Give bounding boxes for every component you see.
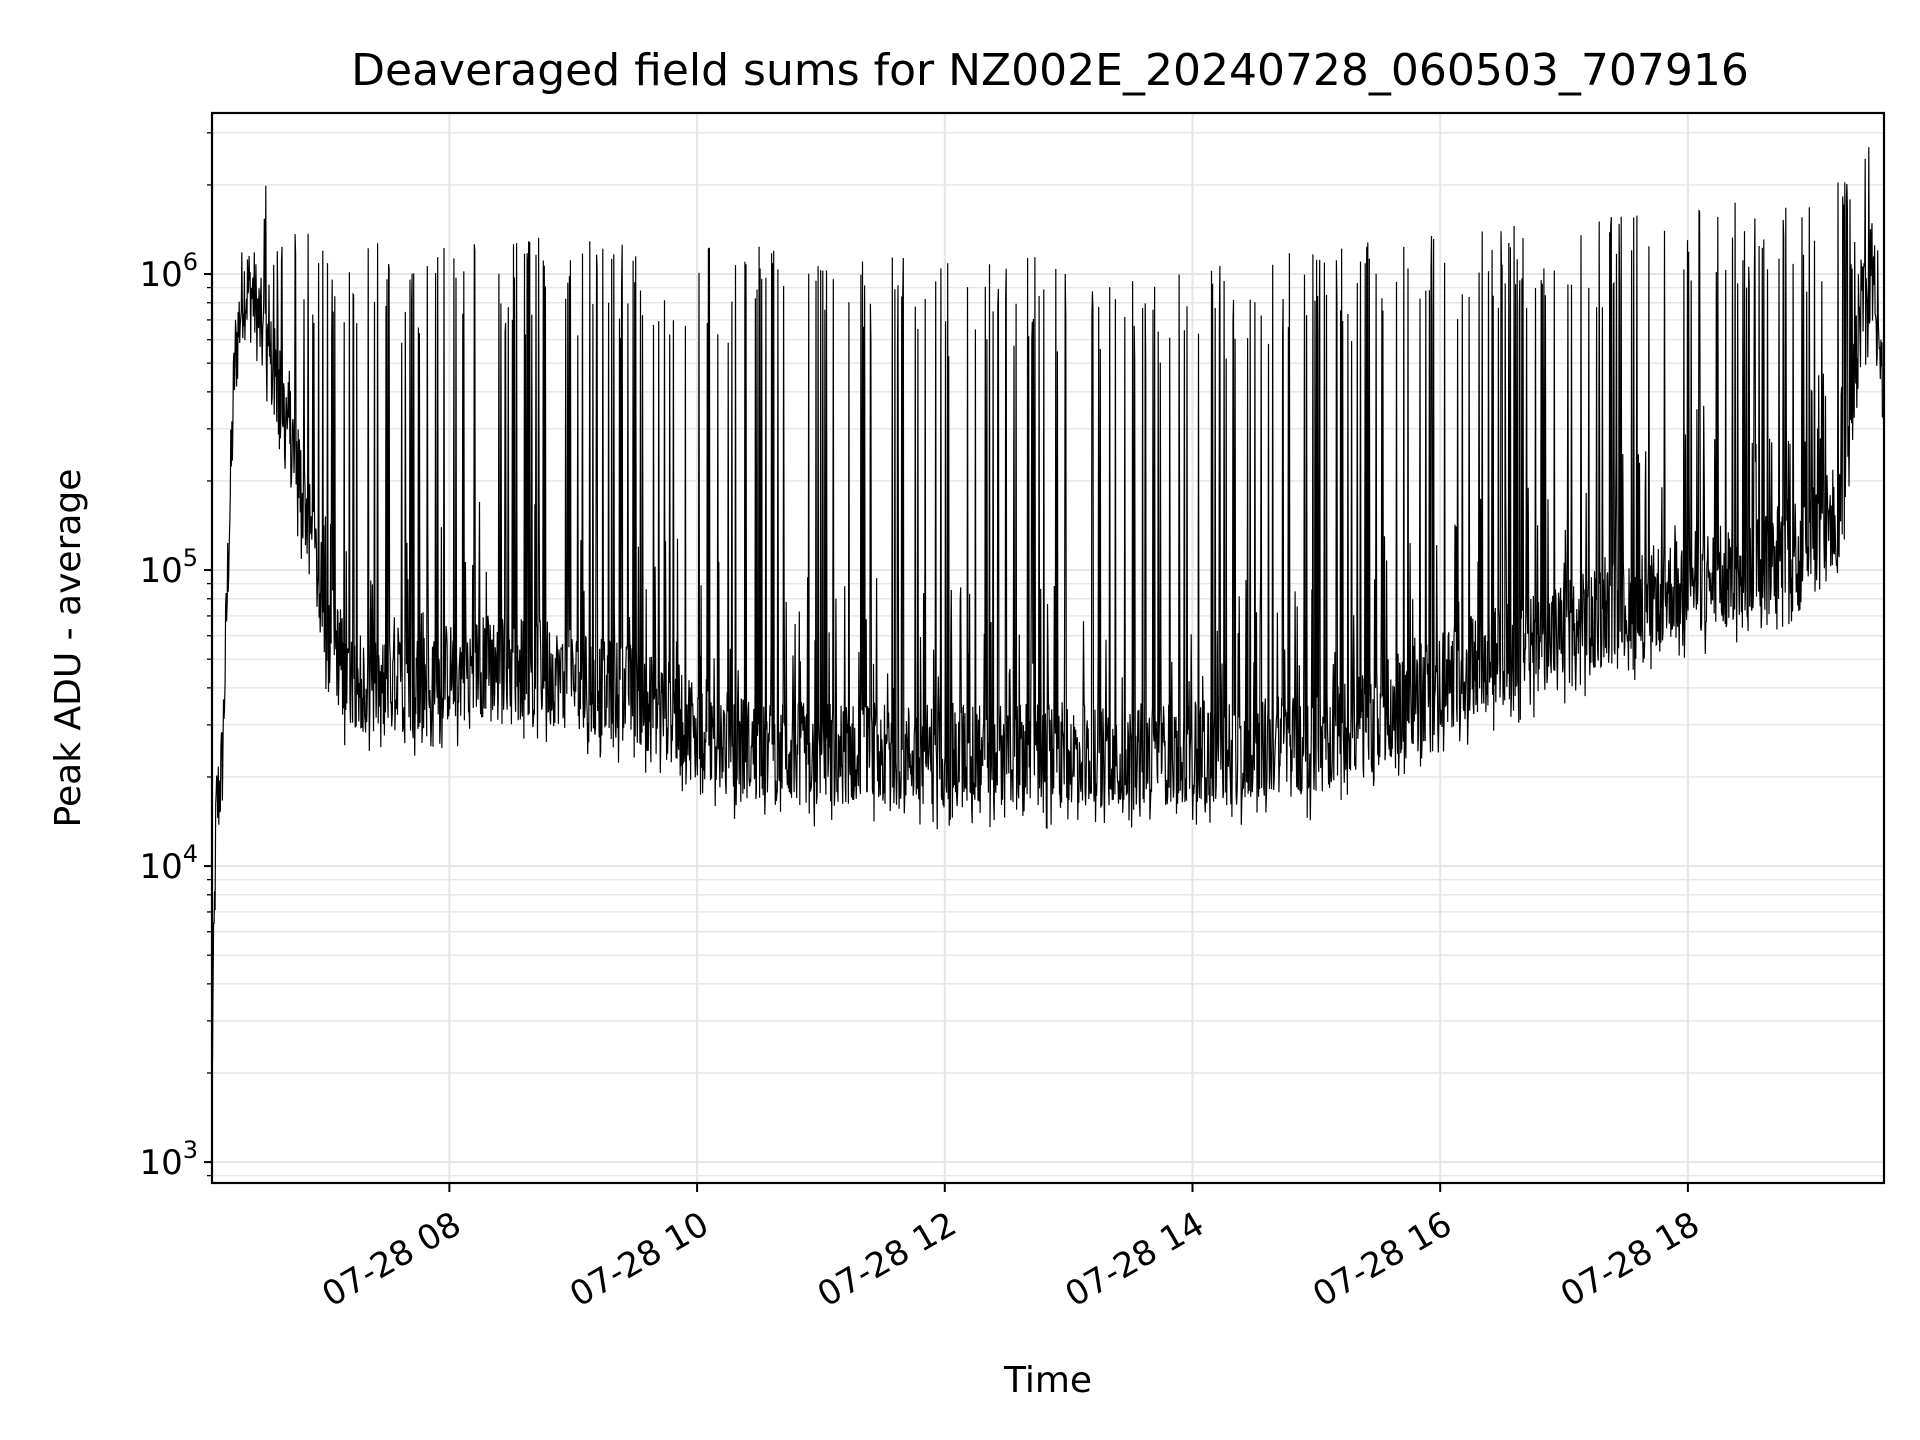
series-layer (211, 147, 1885, 1061)
x-axis-label: Time (1003, 1360, 1092, 1401)
plot-frame (210, 111, 1886, 1185)
y-axis: 103 104 105 106 (139, 132, 212, 1183)
y-tick-label: 105 (139, 544, 198, 591)
y-tick-label: 104 (139, 840, 198, 887)
series-line (211, 147, 1885, 1061)
chart-title: Deaveraged field sums for NZ002E_2024072… (351, 45, 1749, 96)
y-tick-label: 106 (139, 248, 198, 295)
y-tick-label: 103 (139, 1136, 198, 1183)
y-axis-label: Peak ADU - average (48, 469, 89, 828)
